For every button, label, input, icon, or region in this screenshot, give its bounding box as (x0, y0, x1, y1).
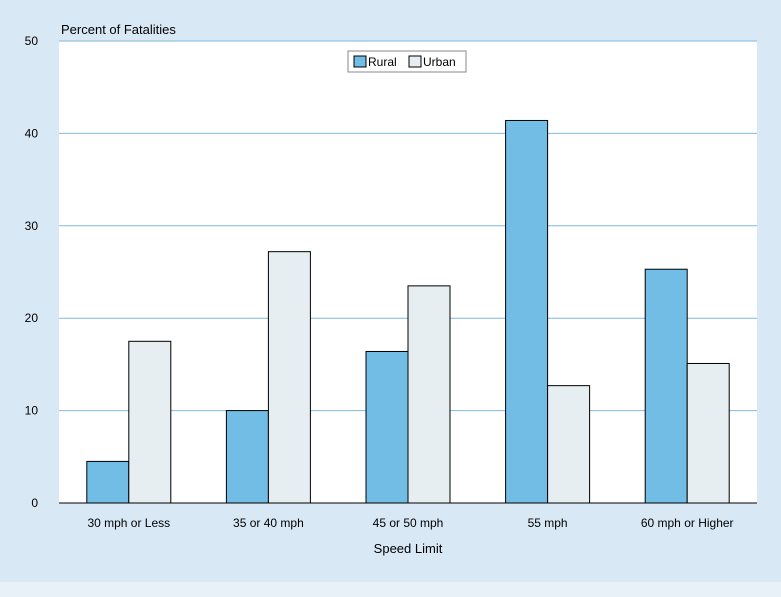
x-tick-label-2: 45 or 50 mph (373, 516, 444, 530)
legend-swatch-rural (353, 55, 367, 68)
bars (86, 119, 730, 504)
bar-rural-2 (365, 350, 409, 504)
bottom-band (0, 582, 781, 597)
legend-swatch-urban (408, 55, 422, 68)
y-tick-label-50: 50 (25, 34, 39, 48)
y-tick-labels: 0 10 20 30 40 50 (25, 34, 39, 510)
bar-urban-1 (267, 251, 311, 504)
x-tick-label-4: 60 mph or Higher (641, 516, 734, 530)
x-tick-label-3: 55 mph (528, 516, 568, 530)
x-tick-label-0: 30 mph or Less (87, 516, 170, 530)
bar-urban-3 (547, 385, 591, 504)
legend-label-urban: Urban (423, 55, 456, 69)
legend-box (347, 50, 467, 73)
x-tick-label-1: 35 or 40 mph (233, 516, 304, 530)
y-tick-label-20: 20 (25, 311, 39, 325)
x-tick-labels: 30 mph or Less 35 or 40 mph 45 or 50 mph 55… (87, 516, 733, 530)
y-tick-label-10: 10 (25, 404, 39, 418)
bar-rural-0 (86, 460, 130, 504)
y-axis-title: Percent of Fatalities (61, 22, 176, 37)
x-axis-title: Speed Limit (374, 541, 443, 556)
bar-urban-0 (128, 340, 172, 504)
y-tick-label-0: 0 (31, 496, 38, 510)
bar-rural-3 (505, 119, 549, 504)
bar-urban-4 (686, 362, 730, 504)
bar-rural-1 (225, 410, 269, 504)
bar-urban-2 (407, 285, 451, 504)
legend-label-rural: Rural (368, 55, 397, 69)
legend: Rural Urban (347, 50, 467, 73)
y-tick-label-40: 40 (25, 126, 39, 140)
bar-rural-4 (644, 268, 688, 504)
y-tick-label-30: 30 (25, 219, 39, 233)
